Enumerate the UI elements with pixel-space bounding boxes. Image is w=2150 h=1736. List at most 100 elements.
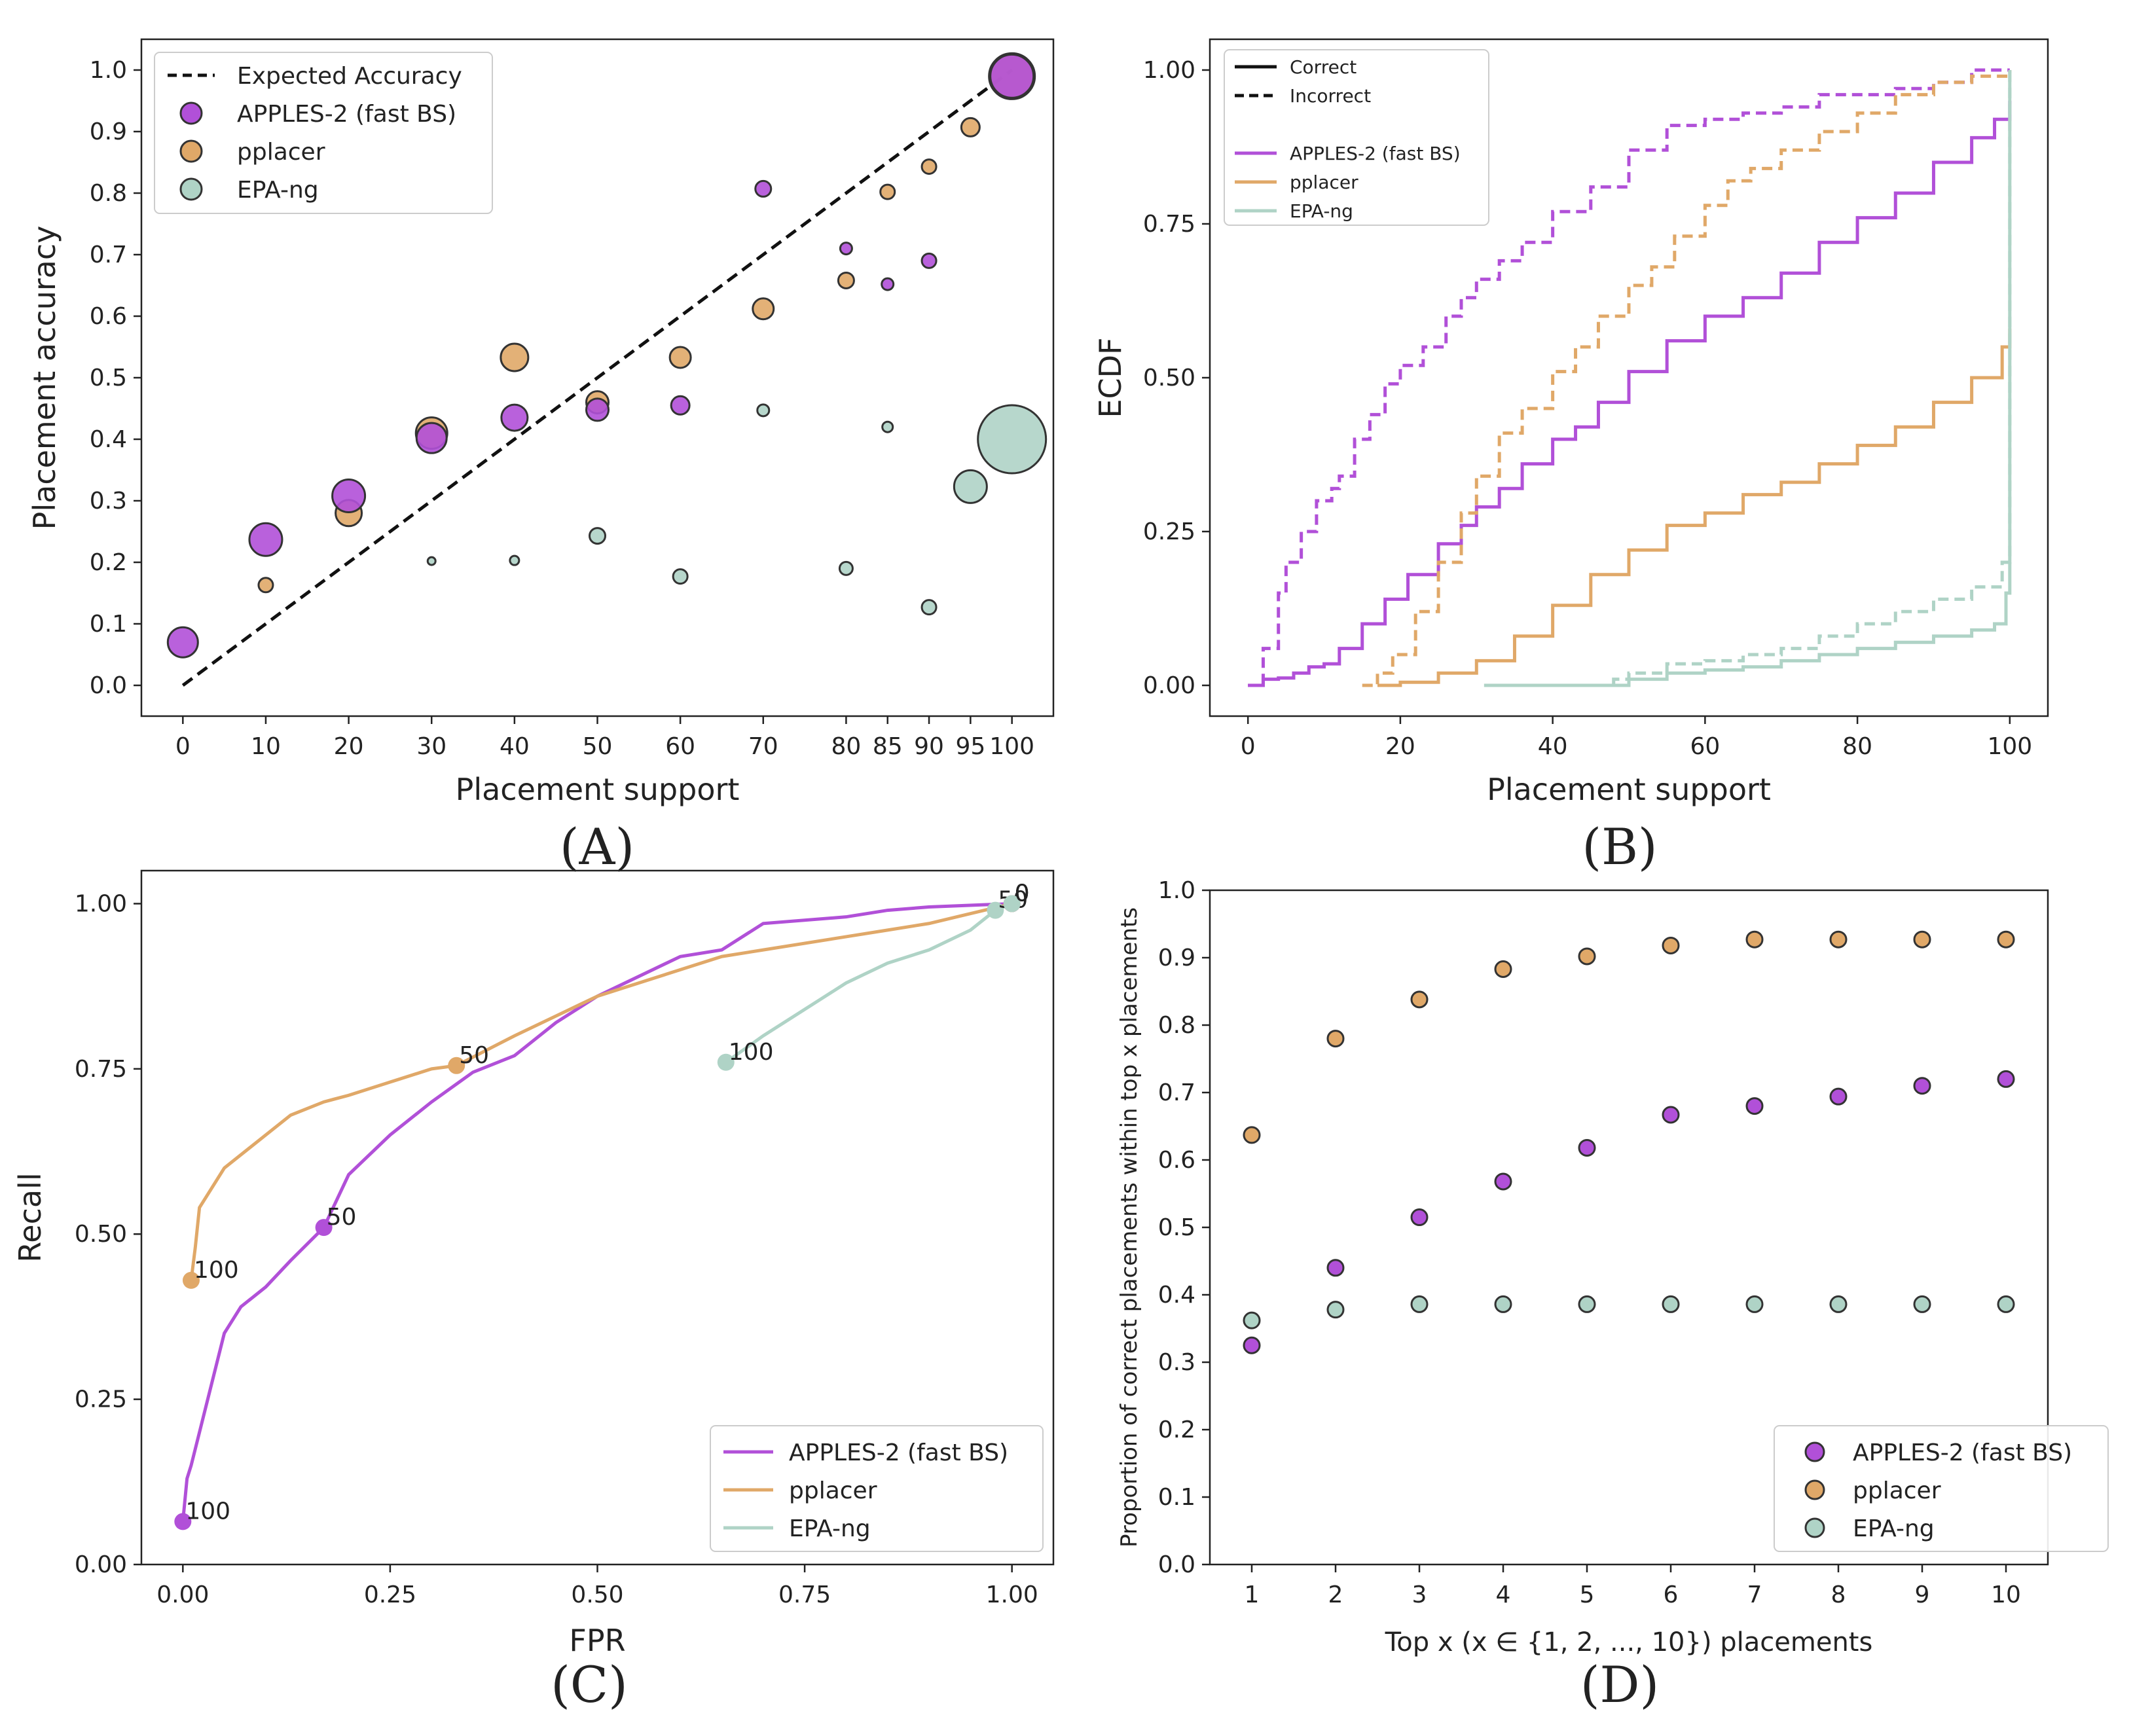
epa-point [1997,1295,2015,1313]
apples-point [1494,1172,1512,1191]
x-tick-label: 6 [1664,1582,1679,1608]
panel-label: (A) [560,818,634,876]
panel-label: (D) [1580,1655,1659,1714]
x-tick-label: 0 [175,733,191,760]
legend-apples-label: APPLES-2 (fast BS) [1853,1439,2072,1466]
pplacer-threshold-marker [448,1057,465,1074]
y-tick-label: 0.5 [1158,1214,1195,1241]
x-tick-label: 100 [1987,733,2032,760]
pplacer-point [1913,930,1931,949]
pplacer-point [1829,930,1848,949]
apples-point [585,397,610,422]
legend-apples-label: APPLES-2 (fast BS) [789,1439,1008,1466]
legend-box [1224,49,1489,226]
legend-box [1774,1425,2109,1552]
y-tick-label: 0.50 [1143,365,1195,391]
y-tick-label: 0.0 [90,672,127,699]
x-tick-label: 90 [914,733,944,760]
apples-point [1745,1097,1764,1115]
pplacer-point [668,346,692,369]
y-tick-label: 0.1 [90,611,127,638]
apples-point [331,478,367,513]
legend-pplacer-label: pplacer [789,1477,877,1504]
x-tick-label: 40 [500,733,530,760]
epa-threshold-label: 0 [1015,880,1030,907]
x-axis-label: FPR [569,1623,625,1658]
pplacer-point [1410,990,1429,1009]
pplacer-incorrect-ecdf-line [1362,70,2012,687]
legend-epa-label: EPA-ng [1290,200,1353,222]
apples-point [920,252,938,269]
y-axis-label: Proportion of correct placements within … [1116,907,1142,1547]
epa-point [881,420,894,433]
x-tick-label: 0.25 [364,1582,416,1608]
apples-point [500,403,529,432]
legend-apples-swatch [179,101,203,125]
epa-correct-ecdf-line [1484,70,2012,687]
pplacer-point [257,577,274,594]
apples-point [1243,1336,1261,1354]
y-tick-label: 0.50 [75,1221,127,1248]
x-tick-label: 5 [1580,1582,1595,1608]
legend-apples-label: APPLES-2 (fast BS) [1290,143,1461,164]
y-tick-label: 0.00 [75,1551,127,1578]
apples-threshold-marker [174,1513,192,1530]
epa-point [1913,1295,1931,1313]
x-tick-label: 40 [1538,733,1568,760]
x-tick-label: 7 [1747,1582,1762,1608]
epa-threshold-marker [717,1053,735,1071]
legend-correct-label: Correct [1290,56,1357,78]
y-tick-label: 0.3 [90,488,127,515]
legend-epa-swatch [1804,1517,1825,1538]
apples-point [166,626,199,659]
y-tick-label: 0.0 [1158,1551,1195,1578]
legend-pplacer-label: pplacer [237,139,325,166]
y-tick-label: 0.75 [75,1056,127,1083]
y-tick-label: 0.8 [1158,1012,1195,1039]
y-tick-label: 1.00 [1143,57,1195,84]
x-tick-label: 1.00 [986,1582,1038,1608]
epa-point [977,404,1048,475]
epa-point [672,568,689,585]
apples-point [754,179,773,198]
pplacer-point [879,183,896,200]
y-tick-label: 0.00 [1143,672,1195,699]
epa-point [1410,1295,1429,1313]
pplacer-point [837,271,855,289]
x-tick-label: 3 [1412,1582,1427,1608]
expected-accuracy-line [181,68,1013,687]
y-tick-label: 1.0 [90,57,127,84]
epa-point [1326,1301,1345,1319]
epa-roc-line [725,902,1013,1064]
x-tick-label: 2 [1328,1582,1343,1608]
epa-point [1745,1295,1764,1313]
y-tick-label: 0.25 [1143,518,1195,545]
apples-point [1326,1259,1345,1277]
x-tick-label: 9 [1915,1582,1930,1608]
legend-epa-label: EPA-ng [1853,1515,1935,1542]
panel-label: (C) [551,1655,627,1714]
epa-threshold-label: 100 [729,1039,774,1066]
x-axis-label: Placement support [1487,772,1771,807]
epa-point [1494,1295,1512,1313]
y-tick-label: 0.2 [1158,1417,1195,1443]
epa-point [1243,1311,1261,1329]
x-tick-label: 4 [1496,1582,1511,1608]
x-tick-label: 1 [1245,1582,1260,1608]
y-tick-label: 0.3 [1158,1349,1195,1376]
y-tick-label: 0.75 [1143,211,1195,238]
x-tick-label: 100 [989,733,1034,760]
epa-incorrect-ecdf-line [1484,70,2012,687]
epa-point [589,527,606,545]
pplacer-point [1494,960,1512,979]
legend-expected-label: Expected Accuracy [237,63,462,90]
pplacer-point [1243,1126,1261,1144]
x-axis-label: Top x (x ∈ {1, 2, ..., 10}) placements [1385,1627,1873,1657]
apples-point [248,522,283,557]
apples-point [1410,1208,1429,1227]
y-tick-label: 0.2 [90,549,127,576]
epa-point [920,599,938,616]
y-axis-label: Placement accuracy [27,226,62,530]
legend-box [154,52,493,214]
